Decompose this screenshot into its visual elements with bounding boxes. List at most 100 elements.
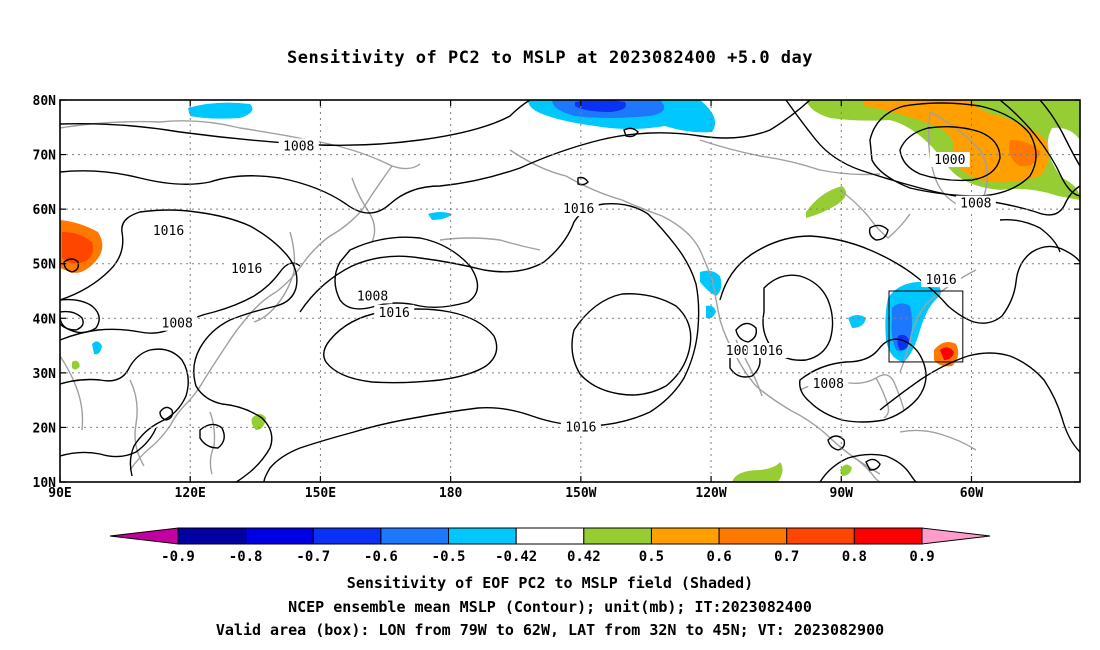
colorbar-bin <box>312 527 382 545</box>
lon-label: 90W <box>830 486 854 501</box>
lat-label: 60N <box>33 203 57 218</box>
colorbar-bin <box>650 527 720 545</box>
shade-neg-bering-small <box>188 102 253 119</box>
colorbar-low-arrow <box>109 527 179 545</box>
sensitivity-shading <box>60 100 1080 482</box>
caption-line-3: Valid area (box): LON from 79W to 62W, L… <box>215 621 885 639</box>
contour-label: 1016 <box>148 222 189 239</box>
contour-label-text: 1016 <box>752 344 783 359</box>
contour-label: 1000 <box>929 152 970 168</box>
contour-canada-small <box>868 224 889 241</box>
shade-pos-greenland-orange <box>864 100 1049 183</box>
colorbar-label: 0.5 <box>639 549 664 565</box>
colorbar-label: 0.9 <box>909 549 934 565</box>
coast-florida <box>875 377 890 419</box>
contour-1016-east-high <box>999 218 1061 253</box>
coast-hudson <box>839 189 911 239</box>
contour-label-text: 1008 <box>813 377 844 392</box>
shade-neg-india-blue <box>92 341 102 355</box>
contour-label: 1008 <box>955 195 996 212</box>
colorbar-label: 0.42 <box>567 549 601 565</box>
lon-label: 90E <box>48 486 71 501</box>
lon-label: 180 <box>439 486 463 501</box>
contour-label-text: 1016 <box>565 420 596 435</box>
contour-1000-low-outer <box>869 102 1037 197</box>
contour-1008-east-1 <box>999 100 1080 197</box>
contour-label-text: 1016 <box>231 262 262 277</box>
mslp-contours <box>60 100 1080 482</box>
contour-labels: 1008 1016 1016 1008 1008 1016 1016 1016 1008 1016… <box>148 138 996 435</box>
contour-india-small-2 <box>60 310 84 331</box>
colorbar-label: 0.8 <box>842 549 867 565</box>
shade-pos-canada-green <box>806 186 847 218</box>
colorbar-label: -0.7 <box>296 549 330 565</box>
colorbar-label: -0.8 <box>229 549 263 565</box>
contour-1016-na-big <box>719 235 1080 324</box>
colorbar-high-arrow <box>921 527 991 545</box>
contour-label: 1016 <box>374 304 415 321</box>
coast-aleutians <box>439 237 541 251</box>
contour-1016-westpac <box>60 209 298 482</box>
lat-label: 10N <box>33 476 57 491</box>
contour-small-gulf-1 <box>827 435 846 451</box>
coastlines <box>60 111 988 482</box>
contour-label: 1016 <box>921 272 962 288</box>
shade-positive-india-core <box>62 232 93 264</box>
coast-canada-arctic <box>699 139 881 176</box>
shade-neg-arctic-deep <box>575 100 626 112</box>
colorbar-bin <box>245 527 314 545</box>
colorbar-label: -0.42 <box>495 549 537 565</box>
coast-india <box>60 355 84 431</box>
contour-label-text: 1008 <box>283 139 314 154</box>
contour-pac-small <box>577 176 589 186</box>
colorbar-bin <box>515 527 585 545</box>
contour-1008-gulf <box>799 338 927 423</box>
contour-1008-east-2 <box>1039 100 1080 167</box>
contour-1016-pacific-center <box>334 236 479 310</box>
coast-indochina <box>129 379 145 467</box>
contour-arctic-small <box>623 127 639 138</box>
shade-pos-atlantic-core <box>940 347 954 360</box>
lat-label: 30N <box>33 367 57 382</box>
coast-na-west <box>711 277 881 475</box>
lat-label: 20N <box>33 421 57 436</box>
colorbar-bin <box>380 527 450 545</box>
contour-1016-north <box>60 100 811 214</box>
lon-label: 120W <box>695 486 726 501</box>
contour-label: 1016 <box>747 343 788 359</box>
contour-label: 1008 <box>278 138 319 154</box>
colorbar-bin <box>583 527 652 545</box>
shade-neg-gulf-small <box>848 315 866 328</box>
contour-1008-north <box>60 100 531 147</box>
shade-pos-india-green <box>72 360 80 370</box>
coast-japan <box>253 231 296 323</box>
coast-caribbean <box>899 429 977 451</box>
shade-pos-mexico-green <box>732 462 783 482</box>
lat-label: 40N <box>33 312 57 327</box>
colorbar-bin <box>786 527 855 545</box>
colorbar-bin <box>853 527 923 545</box>
colorbar-label: 0.6 <box>706 549 731 565</box>
map-frame <box>59 99 1081 483</box>
colorbar: -0.9 -0.8 -0.7 -0.6 -0.5 -0.42 0.42 0.5 0.6 0.7 0.… <box>109 527 991 565</box>
colorbar-bin <box>177 527 247 545</box>
shade-neg-westcoast <box>700 270 722 296</box>
contour-1008-india-lower <box>60 348 189 477</box>
contour-label-text: 1000 <box>934 153 965 168</box>
contour-1000-low <box>899 125 1001 182</box>
contour-1016-atlantic <box>879 352 1080 453</box>
caption-line-2: NCEP ensemble mean MSLP (Contour); unit(… <box>288 598 812 616</box>
contour-label: 1008 <box>157 315 198 332</box>
coast-kamchatka <box>351 177 376 243</box>
contour-small-gulf-2 <box>865 458 881 471</box>
shade-neg-eastcoast-deep <box>897 334 910 351</box>
colorbar-label: -0.5 <box>432 549 466 565</box>
colorbar-bin <box>718 527 788 545</box>
contour-1016-pacific-high <box>323 308 498 384</box>
coast-central-america <box>851 455 881 482</box>
caption-line-1: Sensitivity of EOF PC2 to MSLP field (Sh… <box>346 574 754 592</box>
map-title: Sensitivity of PC2 to MSLP at 2023082400… <box>286 48 813 68</box>
contour-1016-pacific-outer <box>263 203 700 482</box>
contour-label-text: 1016 <box>563 202 594 217</box>
